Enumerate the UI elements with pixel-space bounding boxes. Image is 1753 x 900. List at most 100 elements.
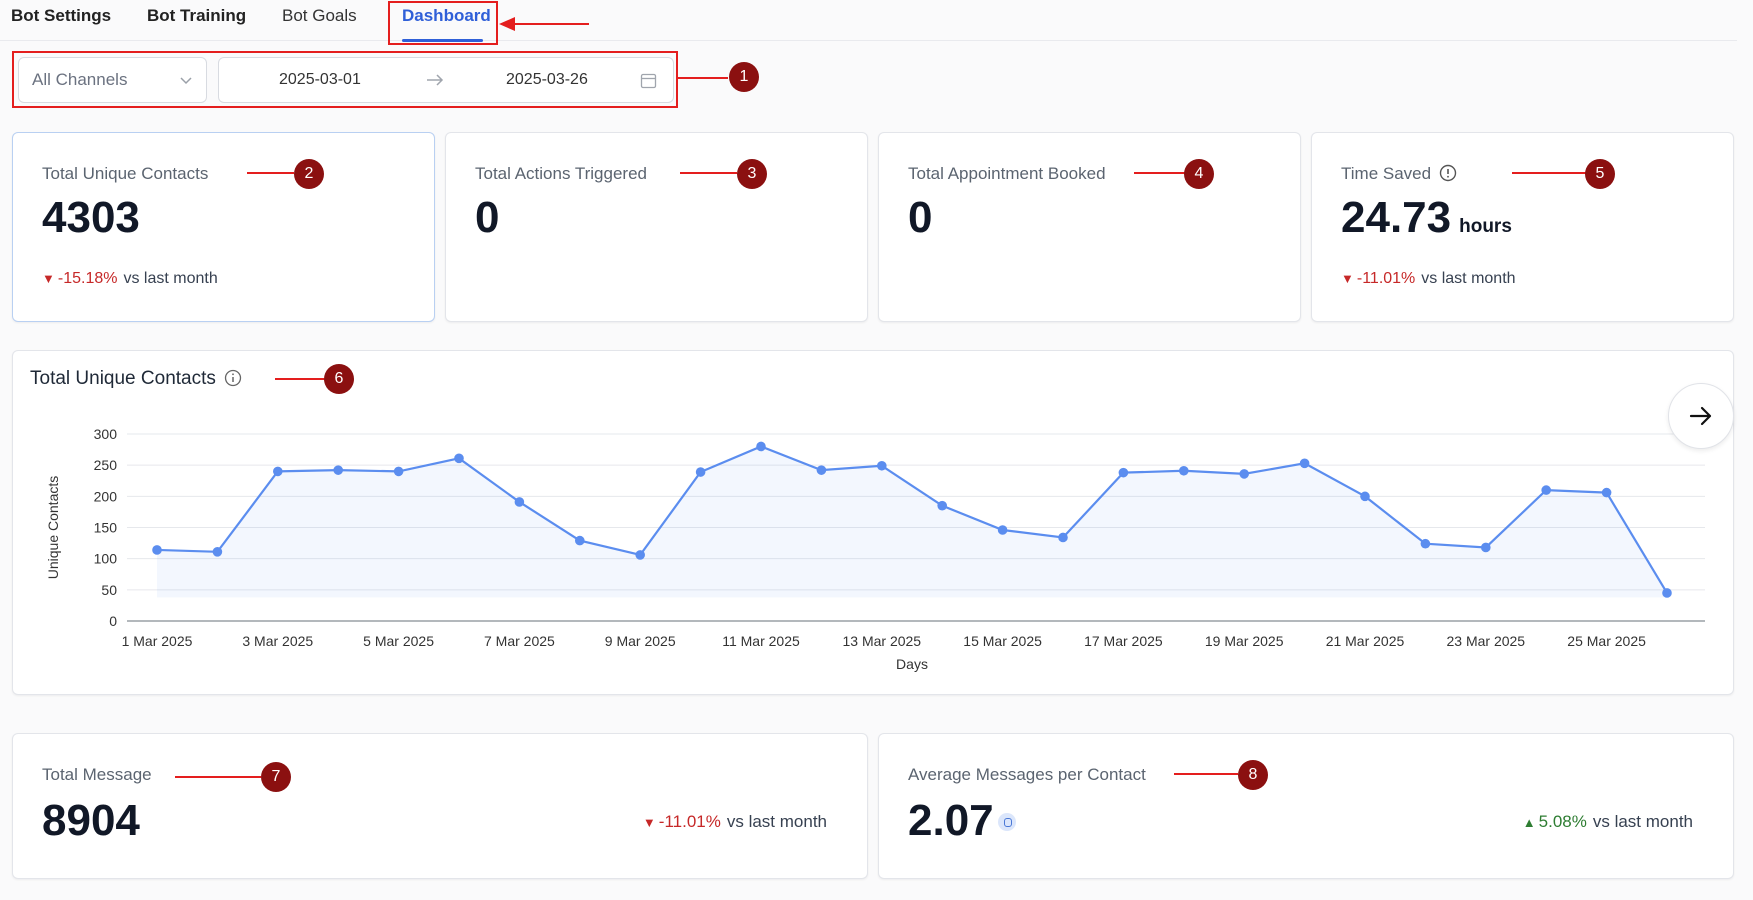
data-point [1481,542,1491,553]
data-point [273,466,283,477]
annotation-badge: 7 [261,762,291,792]
stat-delta: ▲ 5.08% vs last month [1522,812,1693,831]
line-chart: 0 50 100 150 200 250 300 Unique Contacts 1 Mar 2… [45,426,1705,672]
y-axis-title: Unique Contacts [45,476,61,580]
arrow-right-icon [427,74,444,86]
data-point [212,547,223,557]
stat-label: Total Message [42,765,152,784]
stat-label: Total Unique Contacts [42,164,209,183]
channel-select[interactable]: All Channels [18,57,207,103]
x-tick-label: 5 Mar 2025 [363,633,434,649]
data-point [756,441,766,452]
annotation-line [247,172,294,174]
data-point [454,453,464,464]
annotation-arrow-line [504,23,589,25]
annotation-arrowhead-icon [499,17,515,31]
active-tab-indicator [402,39,483,42]
annotation-badge: 2 [294,159,324,189]
data-point [635,550,645,560]
stat-label: Average Messages per Contact [908,765,1146,784]
x-tick-label: 7 Mar 2025 [484,633,555,649]
stat-card-actions-triggered[interactable]: Total Actions Triggered 0 [445,132,868,322]
x-axis-title: Days [896,656,928,672]
data-point [1058,532,1068,543]
start-date-input[interactable]: 2025-03-01 [279,71,361,88]
chart-card-unique-contacts: Total Unique Contacts 0 50 100 150 200 250 300… [12,350,1734,695]
tab-bot-goals[interactable]: Bot Goals [282,6,357,25]
annotation-badge: 6 [324,364,354,394]
y-tick-label: 200 [94,488,118,504]
stat-delta: ▼ -11.01% vs last month [642,812,827,831]
area-fill [157,446,1667,598]
data-point [1239,469,1249,479]
chart-title: Total Unique Contacts [30,368,242,390]
stat-card-avg-messages[interactable]: Average Messages per Contact 2.07 ▲ 5.08%… [878,733,1734,879]
stat-label: Time Saved [1341,164,1457,184]
stat-delta: ▼ -15.18% vs last month [42,270,218,287]
data-point [1601,487,1612,498]
tab-dashboard[interactable]: Dashboard [402,6,491,25]
end-date-input[interactable]: 2025-03-26 [506,71,588,88]
stat-value: 8904 [42,796,140,845]
annotation-badge: 8 [1238,760,1268,790]
stat-card-appointments-booked[interactable]: Total Appointment Booked 0 [878,132,1301,322]
triangle-down-icon: ▼ [642,815,656,830]
y-tick-label: 0 [109,613,117,629]
x-tick-label: 23 Mar 2025 [1446,633,1525,649]
info-icon[interactable] [224,369,242,387]
stat-card-time-saved[interactable]: Time Saved 24.73 hours ▼ -11.01% vs last mo… [1311,132,1734,322]
annotation-box-dashboard-tab [388,1,498,45]
annotation-line [275,378,324,380]
x-tick-label: 11 Mar 2025 [722,633,800,649]
tab-bot-settings[interactable]: Bot Settings [11,6,112,25]
stat-card-unique-contacts[interactable]: Total Unique Contacts 4303 ▼ -15.18% vs la… [12,132,435,322]
annotation-line [1134,172,1185,174]
x-tick-label: 25 Mar 2025 [1567,633,1646,649]
data-point [1662,588,1672,598]
stat-value: 0 [908,193,933,242]
triangle-up-icon: ▲ [1522,815,1536,830]
data-point [514,497,525,507]
annotation-badge: 3 [737,159,767,189]
calendar-icon [640,73,657,89]
annotation-line [1174,773,1238,775]
data-point [152,545,162,555]
x-tick-label: 21 Mar 2025 [1326,633,1405,649]
stat-value: 24.73 hours [1341,193,1512,242]
annotation-badge: 5 [1585,159,1615,189]
triangle-down-icon: ▼ [42,271,55,286]
stat-card-total-message[interactable]: Total Message 8904 ▼ -11.01% vs last month [12,733,868,879]
y-tick-label: 250 [94,457,118,473]
stat-value: 0 [475,193,500,242]
tab-bot-training[interactable]: Bot Training [147,6,247,25]
data-point [937,500,947,511]
annotation-line [1512,172,1586,174]
stat-unit: hours [1459,216,1512,237]
annotation-badge: 1 [729,62,759,92]
data-point [695,467,706,477]
data-point [393,466,404,477]
stat-value: 4303 [42,193,140,242]
next-chart-button[interactable] [1668,383,1734,449]
info-icon[interactable] [1439,164,1457,182]
data-point [1360,491,1370,502]
y-tick-label: 50 [101,582,117,598]
tab-bar: Bot Settings Bot Training Bot Goals Dash… [0,0,1737,42]
data-point [1299,458,1310,469]
stat-delta: ▼ -11.01% vs last month [1341,270,1516,287]
annotation-line [678,77,728,79]
x-tick-label: 13 Mar 2025 [842,633,921,649]
data-point [333,465,344,475]
stat-label: Total Appointment Booked [908,164,1106,183]
y-tick-label: 100 [94,551,118,567]
y-tick-label: 300 [94,426,118,442]
x-tick-label: 1 Mar 2025 [122,633,193,649]
channel-select-value: All Channels [32,70,128,89]
data-point [1541,485,1551,495]
date-range-picker[interactable]: 2025-03-01 2025-03-26 [218,57,674,103]
x-tick-label: 3 Mar 2025 [242,633,313,649]
annotation-badge: 4 [1184,159,1214,189]
annotation-line [680,172,737,174]
series-line [156,445,1668,594]
x-tick-label: 9 Mar 2025 [605,633,676,649]
